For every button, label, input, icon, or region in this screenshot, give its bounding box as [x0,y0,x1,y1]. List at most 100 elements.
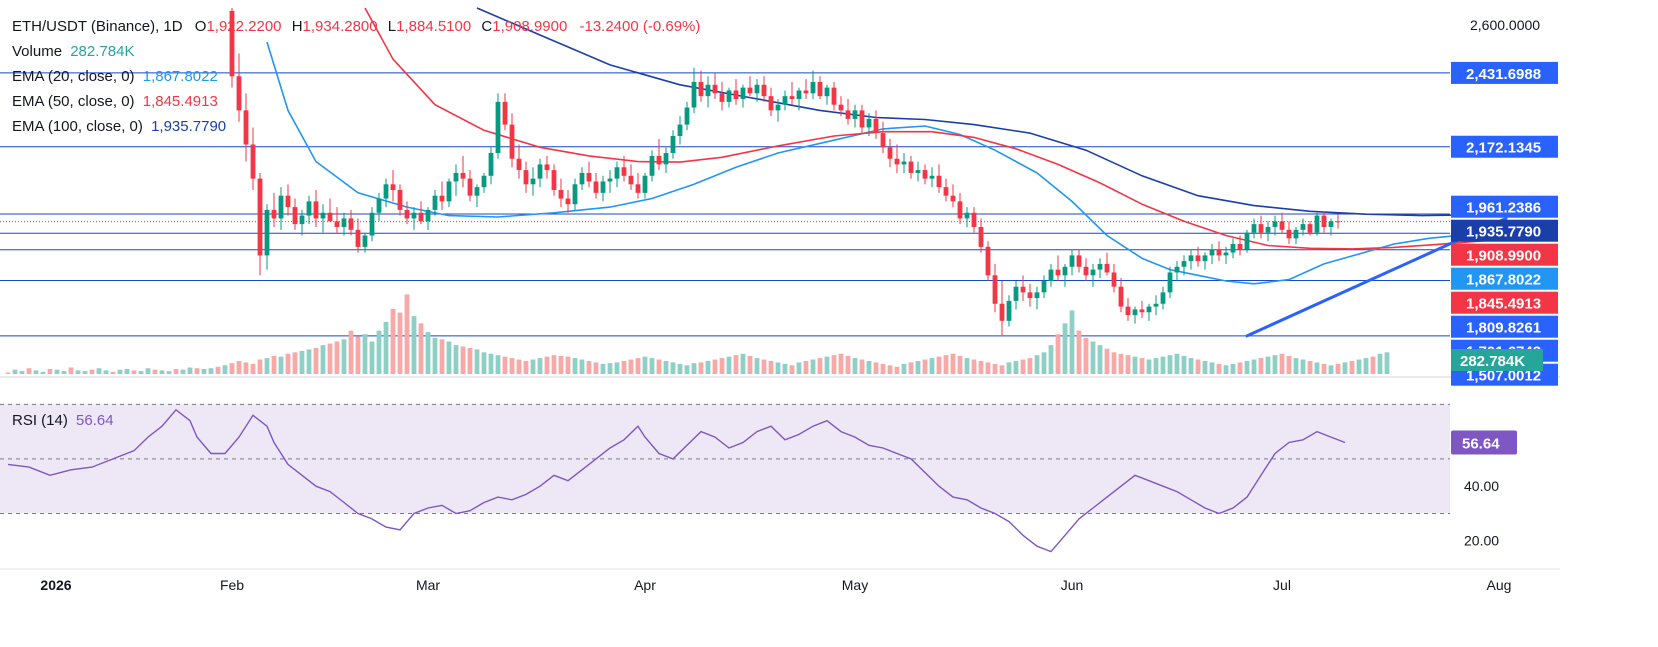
candle[interactable] [1104,252,1110,276]
candle[interactable] [432,190,438,216]
candle[interactable] [481,172,487,193]
candle[interactable] [376,192,382,222]
candle[interactable] [929,167,935,188]
volume-tag[interactable]: 282.784K [1451,349,1543,371]
candle[interactable] [1069,249,1075,276]
candle[interactable] [635,172,641,199]
candle[interactable] [292,198,298,230]
candle[interactable] [761,76,767,102]
ema50-legend[interactable]: EMA (50, close, 0) 1,845.4913 [12,89,700,114]
candle[interactable] [348,209,354,236]
rsi-legend[interactable]: RSI (14) 56.64 [12,412,114,429]
candle[interactable] [600,175,606,202]
candle[interactable] [992,263,998,313]
candle[interactable] [1076,249,1082,273]
candle[interactable] [1034,286,1040,310]
candle[interactable] [1020,275,1026,301]
ema-line-50[interactable] [364,7,1500,250]
candle[interactable] [474,184,480,208]
candle[interactable] [985,241,991,281]
candle[interactable] [1307,221,1313,236]
candle[interactable] [873,110,879,139]
candle[interactable] [1062,263,1068,287]
price-tag[interactable]: 1,845.4913 [1451,291,1558,314]
candle[interactable] [719,81,725,111]
candle[interactable] [1181,255,1187,276]
candle[interactable] [1223,246,1229,264]
candle[interactable] [1300,218,1306,236]
price-tag[interactable]: 1,867.8022 [1451,267,1558,290]
candle[interactable] [1244,229,1250,253]
candle[interactable] [754,79,760,102]
candle[interactable] [1048,263,1054,287]
candle[interactable] [1279,212,1285,233]
candle[interactable] [1202,252,1208,270]
candle[interactable] [383,178,389,208]
candle[interactable] [299,209,305,236]
candle[interactable] [565,190,571,213]
candle[interactable] [614,161,620,188]
candle[interactable] [733,79,739,105]
candle[interactable] [1167,266,1173,299]
candle[interactable] [642,172,648,199]
candle[interactable] [544,155,550,179]
candle[interactable] [726,87,732,108]
candle[interactable] [1286,221,1292,245]
candle[interactable] [537,158,543,188]
candle[interactable] [789,81,795,105]
candle[interactable] [1132,306,1138,324]
candle[interactable] [516,144,522,179]
candle[interactable] [1125,298,1131,321]
candle[interactable] [768,87,774,117]
candle[interactable] [621,155,627,182]
candle[interactable] [852,104,858,128]
candle[interactable] [1195,246,1201,267]
candle[interactable] [782,90,788,111]
candle[interactable] [691,67,697,114]
candle[interactable] [411,207,417,230]
candle[interactable] [649,150,655,182]
candle[interactable] [313,190,319,227]
candle[interactable] [1090,263,1096,287]
candle[interactable] [1209,244,1215,264]
candle[interactable] [831,81,837,111]
rsi-line[interactable] [7,408,1346,553]
candle[interactable] [607,170,613,193]
candle[interactable] [880,121,886,154]
candle[interactable] [1083,258,1089,281]
candle[interactable] [453,164,459,196]
candle[interactable] [1314,212,1320,236]
candle[interactable] [810,70,816,99]
candle[interactable] [894,144,900,173]
candle[interactable] [257,172,263,276]
candle[interactable] [1174,261,1180,281]
candle[interactable] [285,184,291,216]
candle[interactable] [936,164,942,193]
candle[interactable] [1055,255,1061,281]
candle[interactable] [943,178,949,202]
candle[interactable] [1328,218,1334,236]
price-tag[interactable]: 1,809.8261 [1451,315,1558,338]
candle[interactable] [572,178,578,210]
volume-legend[interactable]: Volume 282.784K [12,39,700,64]
candle[interactable] [1251,218,1257,239]
candle[interactable] [915,161,921,182]
candle[interactable] [698,70,704,102]
candle[interactable] [866,113,872,136]
candle[interactable] [306,195,312,225]
candle[interactable] [579,167,585,190]
price-axis[interactable]: 2,600.00001,400.00002,431.69882,172.1345… [1451,17,1558,386]
candle[interactable] [236,53,242,122]
candle[interactable] [509,113,515,168]
candle[interactable] [327,198,333,222]
candle[interactable] [551,164,557,196]
symbol-title[interactable]: ETH/USDT (Binance), 1D [12,18,183,35]
candle[interactable] [1335,214,1341,229]
candle[interactable] [1258,215,1264,239]
price-tag[interactable]: 2,172.1345 [1451,135,1558,158]
candle[interactable] [663,147,669,173]
candle[interactable] [1216,241,1222,262]
candle[interactable] [558,178,564,208]
candle[interactable] [369,207,375,242]
